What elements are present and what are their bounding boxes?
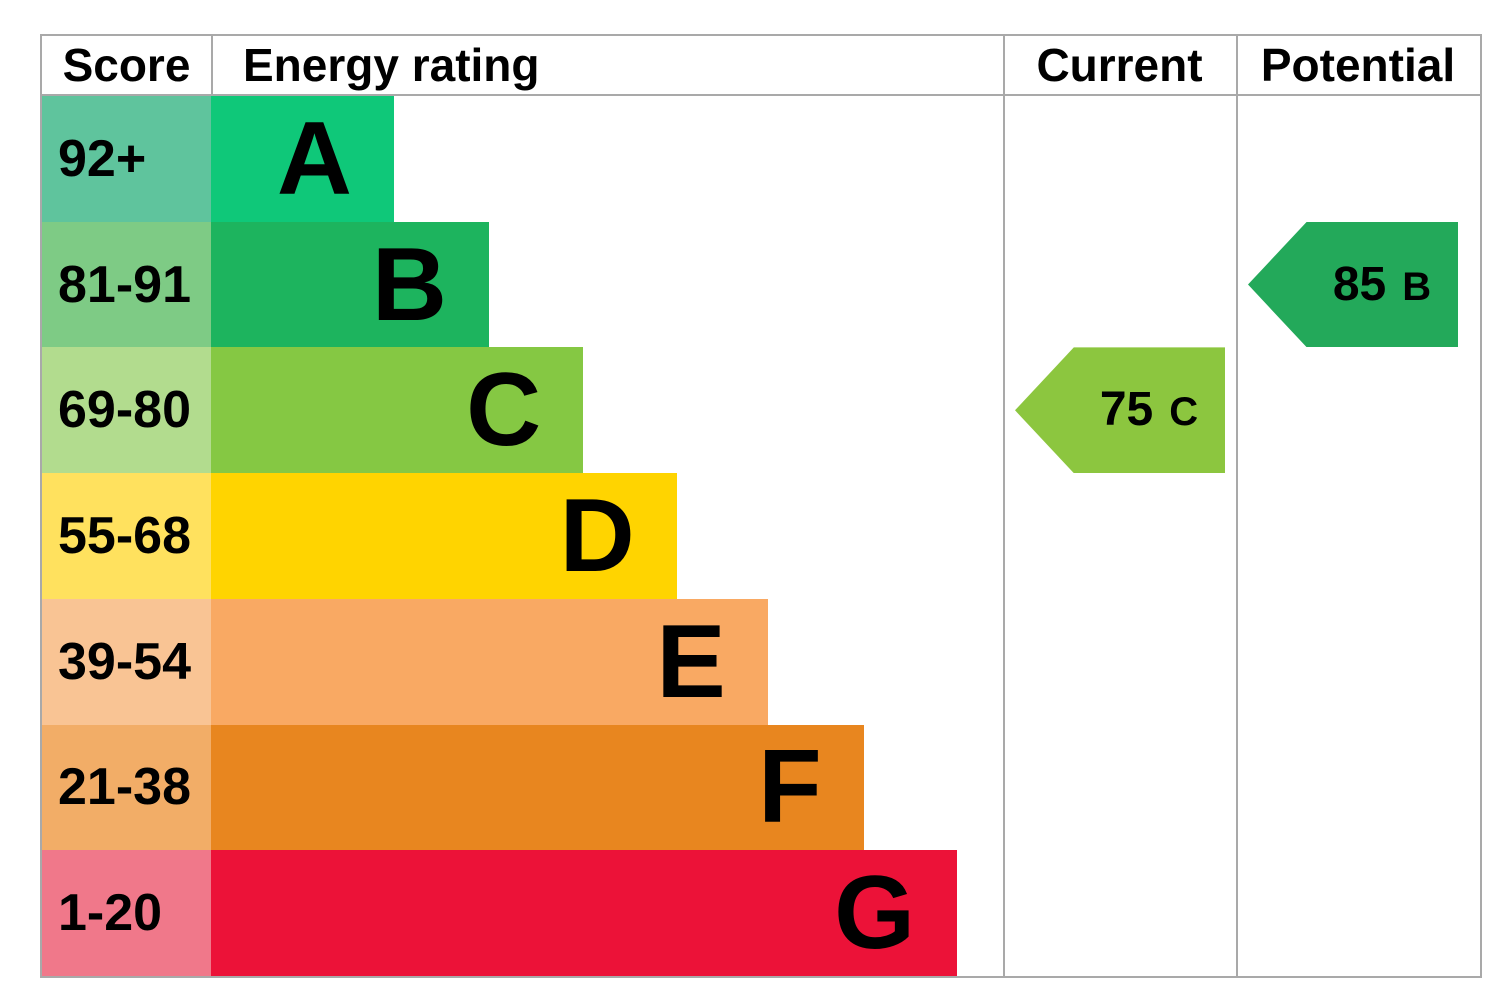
potential-column-divider xyxy=(1236,36,1238,976)
band-letter: B xyxy=(371,226,447,343)
band-letter: A xyxy=(276,100,352,217)
band-letter: C xyxy=(466,352,542,469)
band-row: 21-38 F xyxy=(42,724,1480,851)
epc-table: Score Energy rating Current Potential 92… xyxy=(40,34,1482,978)
header-score: Score xyxy=(62,39,191,91)
band-row: 39-54 E xyxy=(42,598,1480,725)
band-letter: G xyxy=(834,855,916,972)
band-row: 55-68 D xyxy=(42,473,1480,599)
header-energy-rating: Energy rating xyxy=(243,39,540,91)
band-bar: F xyxy=(211,724,864,851)
band-score-range: 39-54 xyxy=(42,598,211,725)
band-letter: D xyxy=(559,478,635,595)
band-bar: G xyxy=(211,850,958,977)
band-rows: 92+ A 81-91 B 69-80 C 55-68 D 39-54 E 21… xyxy=(42,96,1480,977)
band-score-range: 1-20 xyxy=(42,850,211,977)
header-potential: Potential xyxy=(1260,39,1456,91)
band-score-range: 21-38 xyxy=(42,724,211,851)
band-score-range: 81-91 xyxy=(42,221,211,348)
band-letter: E xyxy=(656,603,726,720)
band-bar: C xyxy=(211,347,584,474)
band-bar: B xyxy=(211,221,489,348)
band-row: 1-20 G xyxy=(42,850,1480,977)
score-energy-divider xyxy=(211,36,213,94)
header-current: Current xyxy=(1036,39,1203,91)
band-row: 92+ A xyxy=(42,96,1480,222)
band-row: 81-91 B xyxy=(42,221,1480,348)
band-bar: E xyxy=(211,598,768,725)
rating-arrow-value: 85 xyxy=(1332,257,1387,311)
current-column-divider xyxy=(1003,36,1005,976)
band-letter: F xyxy=(758,729,822,846)
band-score-range: 69-80 xyxy=(42,347,211,474)
band-bar: A xyxy=(211,96,394,222)
band-row: 69-80 C xyxy=(42,347,1480,474)
band-score-range: 92+ xyxy=(42,96,211,222)
table-header-row: Score Energy rating Current Potential xyxy=(42,36,1480,96)
rating-arrow-letter: B xyxy=(1402,264,1432,309)
band-score-range: 55-68 xyxy=(42,473,211,599)
band-bar: D xyxy=(211,473,677,599)
rating-arrow-value: 75 xyxy=(1099,383,1154,437)
rating-arrow-letter: C xyxy=(1169,390,1199,435)
